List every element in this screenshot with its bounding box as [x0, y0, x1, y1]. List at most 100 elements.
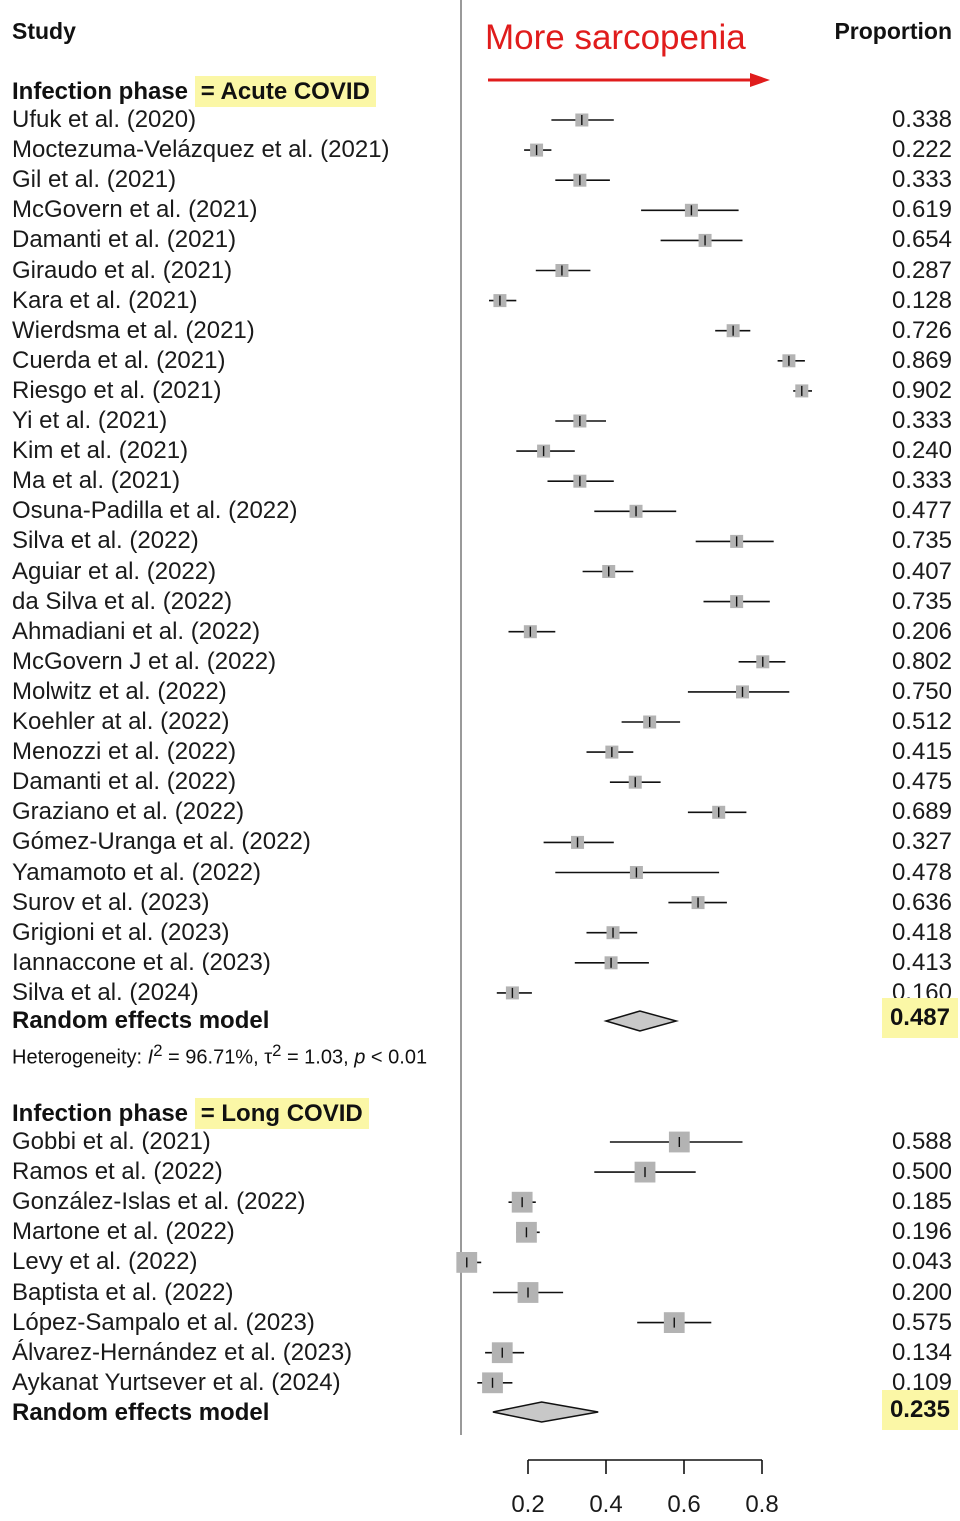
study-proportion: 0.206 — [891, 617, 952, 645]
heterogeneity-text: Heterogeneity: I2 = 96.71%, τ2 = 1.03, p… — [12, 1041, 460, 1070]
study-proportion: 0.869 — [891, 346, 952, 374]
het-prefix: Heterogeneity: — [12, 1046, 148, 1069]
study-proportion: 0.689 — [891, 798, 952, 826]
i2-symbol: I — [147, 1046, 154, 1069]
study-label: Molwitz et al. (2022) — [12, 677, 227, 705]
study-label: Martone et al. (2022) — [12, 1218, 235, 1246]
study-proportion: 0.735 — [891, 587, 952, 615]
study-proportion: 0.333 — [891, 166, 952, 194]
study-label: Osuna-Padilla et al. (2022) — [12, 497, 298, 525]
study-label: Ufuk et al. (2020) — [12, 106, 197, 133]
study-label: da Silva et al. (2022) — [12, 587, 233, 615]
study-label: Damanti et al. (2021) — [12, 226, 237, 254]
direction-arrow-head — [750, 73, 770, 87]
study-label: Kim et al. (2021) — [12, 437, 189, 465]
study-label: Gobbi et al. (2021) — [12, 1128, 211, 1155]
study-label: Yi et al. (2021) — [12, 407, 168, 434]
study-column-header: Study — [12, 18, 76, 44]
study-proportion: 0.338 — [891, 106, 952, 133]
study-proportion: 0.196 — [891, 1218, 952, 1246]
study-proportion: 0.478 — [891, 858, 952, 886]
pooled-diamond — [603, 1010, 680, 1032]
tau2-value: = 1.03, — [281, 1046, 355, 1069]
random-effects-label: Random effects model — [12, 1399, 270, 1426]
study-proportion: 0.200 — [891, 1278, 952, 1306]
x-tick-label: 0.2 — [511, 1491, 544, 1518]
study-label: McGovern et al. (2021) — [12, 196, 258, 224]
study-proportion: 0.333 — [891, 407, 952, 434]
study-proportion: 0.418 — [891, 918, 952, 946]
phase-header: Infection phase = Acute COVID — [12, 76, 376, 107]
study-proportion: 0.750 — [891, 677, 952, 705]
tau2-sup: 2 — [272, 1041, 282, 1060]
study-label: Moctezuma-Velázquez et al. (2021) — [12, 136, 390, 164]
study-label: Silva et al. (2024) — [12, 978, 199, 1006]
direction-label: More sarcopenia — [485, 18, 746, 57]
study-label: Damanti et al. (2022) — [12, 768, 237, 796]
p-symbol: p — [354, 1046, 366, 1069]
tau2-symbol: τ — [264, 1046, 273, 1069]
study-proportion: 0.134 — [891, 1338, 952, 1366]
study-proportion: 0.500 — [891, 1158, 952, 1186]
study-proportion: 0.327 — [891, 828, 952, 856]
study-label: Kara et al. (2021) — [12, 286, 198, 314]
pooled-estimate-value: 0.235 — [881, 1390, 958, 1430]
study-proportion: 0.735 — [891, 527, 952, 555]
study-label: Surov et al. (2023) — [12, 888, 210, 916]
study-label: Gómez-Uranga et al. (2022) — [12, 828, 311, 856]
study-proportion: 0.654 — [891, 226, 952, 254]
study-proportion: 0.222 — [891, 136, 952, 164]
study-proportion: 0.475 — [891, 768, 952, 796]
x-tick-label: 0.8 — [745, 1491, 778, 1518]
study-label: López-Sampalo et al. (2023) — [12, 1308, 315, 1336]
study-proportion: 0.415 — [891, 738, 952, 766]
phase-name: = Acute COVID — [194, 76, 376, 107]
study-label: Grigioni et al. (2023) — [12, 918, 230, 946]
study-proportion: 0.185 — [891, 1188, 952, 1216]
study-label: Levy et al. (2022) — [12, 1248, 198, 1276]
study-proportion: 0.512 — [891, 708, 952, 735]
study-label: Wierdsma et al. (2021) — [12, 316, 255, 344]
study-proportion: 0.726 — [891, 316, 952, 344]
study-label: Ramos et al. (2022) — [12, 1158, 223, 1186]
study-label: Álvarez-Hernández et al. (2023) — [12, 1338, 353, 1366]
study-proportion: 0.043 — [891, 1248, 952, 1276]
study-proportion: 0.902 — [891, 376, 952, 404]
phase-prefix: Infection phase — [12, 78, 189, 105]
study-label: Aykanat Yurtsever et al. (2024) — [12, 1368, 341, 1396]
i2-sup: 2 — [153, 1041, 163, 1060]
study-proportion: 0.240 — [891, 437, 952, 465]
study-label: Riesgo et al. (2021) — [12, 376, 222, 404]
pooled-diamond — [492, 1401, 599, 1423]
study-label: McGovern J et al. (2022) — [12, 647, 277, 675]
study-proportion: 0.802 — [891, 647, 952, 675]
study-proportion: 0.477 — [891, 497, 952, 525]
study-label: Ahmadiani et al. (2022) — [12, 617, 261, 645]
study-label: Iannaccone et al. (2023) — [12, 948, 271, 976]
study-label: Koehler at al. (2022) — [12, 708, 230, 735]
study-label: Silva et al. (2022) — [12, 527, 199, 555]
study-label: Baptista et al. (2022) — [12, 1278, 234, 1306]
study-proportion: 0.588 — [891, 1128, 952, 1155]
p-value: < 0.01 — [365, 1046, 428, 1069]
study-label: Graziano et al. (2022) — [12, 798, 245, 826]
study-label: Aguiar et al. (2022) — [12, 557, 217, 585]
study-label: González-Islas et al. (2022) — [12, 1188, 306, 1216]
study-proportion: 0.287 — [891, 256, 952, 284]
study-label: Cuerda et al. (2021) — [12, 346, 226, 374]
study-label: Gil et al. (2021) — [12, 166, 177, 194]
study-label: Ma et al. (2021) — [12, 467, 181, 495]
i2-value: = 96.71%, — [162, 1046, 265, 1069]
study-proportion: 0.575 — [891, 1308, 952, 1336]
study-proportion: 0.636 — [891, 888, 952, 916]
pooled-estimate-value: 0.487 — [881, 998, 958, 1038]
study-proportion: 0.619 — [891, 196, 952, 224]
study-proportion: 0.413 — [891, 948, 952, 976]
study-label: Menozzi et al. (2022) — [12, 738, 237, 766]
x-tick-label: 0.4 — [589, 1491, 622, 1518]
study-label: Giraudo et al. (2021) — [12, 256, 233, 284]
study-proportion: 0.128 — [891, 286, 952, 314]
proportion-column-header: Proportion — [834, 18, 952, 44]
study-proportion: 0.407 — [891, 557, 952, 585]
